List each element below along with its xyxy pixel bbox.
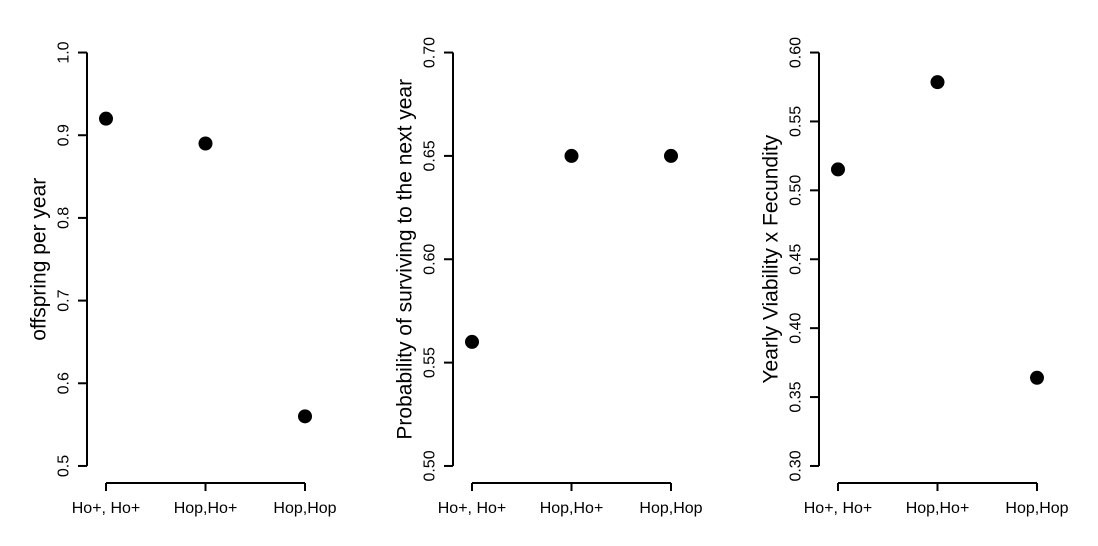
chart-panel-fecundity: 0.5 0.6 0.7 0.8 0.9 1.0 offspring per year Ho+,… xyxy=(27,41,336,517)
y-tick-label: 0.65 xyxy=(422,140,439,171)
y-tick-label: 0.45 xyxy=(788,244,805,275)
y-tick-label: 0.8 xyxy=(56,207,73,229)
x-tick-label: Hop,Ho+ xyxy=(906,500,970,517)
x-tick-label: Hop,Hop xyxy=(273,500,336,517)
x-tick-label: Hop,Ho+ xyxy=(540,500,604,517)
data-point xyxy=(99,111,113,126)
x-tick-label: Ho+, Ho+ xyxy=(438,500,506,517)
y-tick-label: 0.60 xyxy=(422,244,439,275)
data-point xyxy=(564,148,579,163)
data-point xyxy=(298,409,312,424)
data-point xyxy=(930,75,945,90)
y-axis-title: Yearly Viability x Fecundity xyxy=(759,134,782,383)
data-point xyxy=(664,148,678,163)
y-tick-label: 0.40 xyxy=(788,312,805,343)
y-tick-label: 0.6 xyxy=(56,372,73,394)
y-tick-label: 0.55 xyxy=(422,347,439,378)
x-tick-label: Ho+, Ho+ xyxy=(804,500,872,517)
y-tick-label: 0.9 xyxy=(56,124,73,146)
y-tick-label: 0.50 xyxy=(422,450,439,481)
x-tick-label: Hop,Hop xyxy=(639,500,702,517)
y-tick-label: 0.30 xyxy=(788,450,805,481)
y-tick-label: 0.70 xyxy=(422,37,439,68)
chart-panel-viability-fecundity: 0.30 0.35 0.40 0.45 0.50 0.55 0.60 Yearly Viabi… xyxy=(759,37,1068,517)
chart-panel-survival: 0.50 0.55 0.60 0.65 0.70 Probability of survi… xyxy=(393,37,702,517)
y-tick-label: 0.50 xyxy=(788,175,805,206)
y-tick-label: 0.35 xyxy=(788,381,805,412)
y-axis-title: Probability of surviving to the next yea… xyxy=(393,79,416,440)
data-point xyxy=(198,136,213,151)
data-point xyxy=(1030,370,1044,385)
data-point xyxy=(465,334,479,349)
x-tick-label: Hop,Ho+ xyxy=(174,500,238,517)
x-tick-label: Hop,Hop xyxy=(1005,500,1068,517)
y-tick-label: 0.55 xyxy=(788,106,805,137)
data-point xyxy=(831,162,845,177)
y-tick-label: 1.0 xyxy=(56,41,73,63)
y-tick-label: 0.60 xyxy=(788,37,805,68)
y-tick-label: 0.7 xyxy=(56,289,73,311)
x-tick-label: Ho+, Ho+ xyxy=(72,500,140,517)
y-axis-title: offspring per year xyxy=(27,178,50,341)
y-tick-label: 0.5 xyxy=(56,455,73,477)
